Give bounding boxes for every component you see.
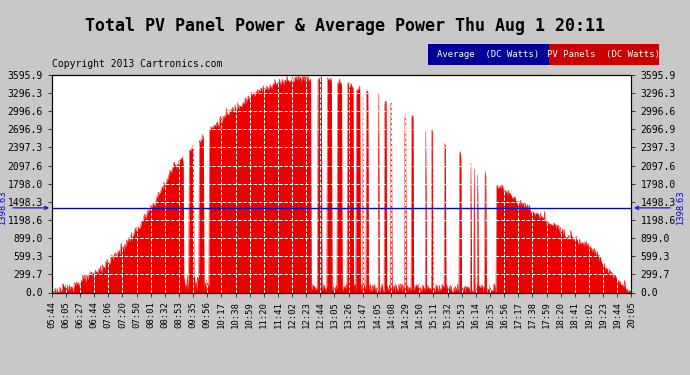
Text: Average  (DC Watts): Average (DC Watts) [437,50,540,59]
Text: 1398.63: 1398.63 [635,190,684,225]
Text: Copyright 2013 Cartronics.com: Copyright 2013 Cartronics.com [52,59,222,69]
Text: 1398.63: 1398.63 [0,190,48,225]
Text: PV Panels  (DC Watts): PV Panels (DC Watts) [547,50,660,59]
Text: Total PV Panel Power & Average Power Thu Aug 1 20:11: Total PV Panel Power & Average Power Thu… [85,17,605,35]
